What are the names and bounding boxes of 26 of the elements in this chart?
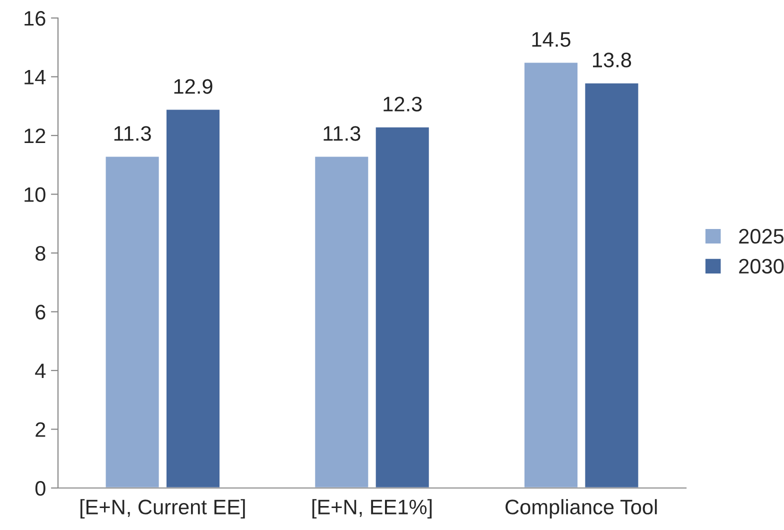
legend-label: 2025: [739, 228, 784, 244]
data-label: 11.3: [114, 126, 151, 141]
y-tick-label: 4: [35, 364, 46, 378]
y-tick-label: 16: [24, 11, 46, 26]
data-label: 14.5: [532, 32, 570, 47]
y-tick-label: 12: [24, 128, 46, 144]
y-tick-label: 8: [36, 246, 46, 261]
y-tick-label: 2: [36, 422, 46, 437]
x-tick-label: [E+N, EE1%]: [312, 499, 432, 519]
data-label: 11.3: [324, 126, 360, 141]
y-tick-label: 14: [24, 70, 46, 84]
bar: [523, 61, 579, 488]
y-tick-label: 6: [36, 304, 46, 320]
x-tick-label: Compliance Tool: [506, 499, 657, 519]
data-label: 12.3: [384, 96, 422, 112]
x-tick-label: [E+N, Current EE]: [80, 499, 245, 519]
data-label: 12.9: [174, 79, 212, 94]
legend-label: 2030: [739, 258, 784, 274]
bar: [314, 155, 370, 488]
y-tick-label: 10: [24, 187, 46, 202]
bar: [165, 108, 221, 488]
bar: [104, 155, 160, 488]
data-label: 13.8: [593, 52, 632, 68]
bar: [584, 82, 640, 488]
bar: [374, 126, 430, 488]
y-tick-label: 0: [35, 481, 46, 496]
